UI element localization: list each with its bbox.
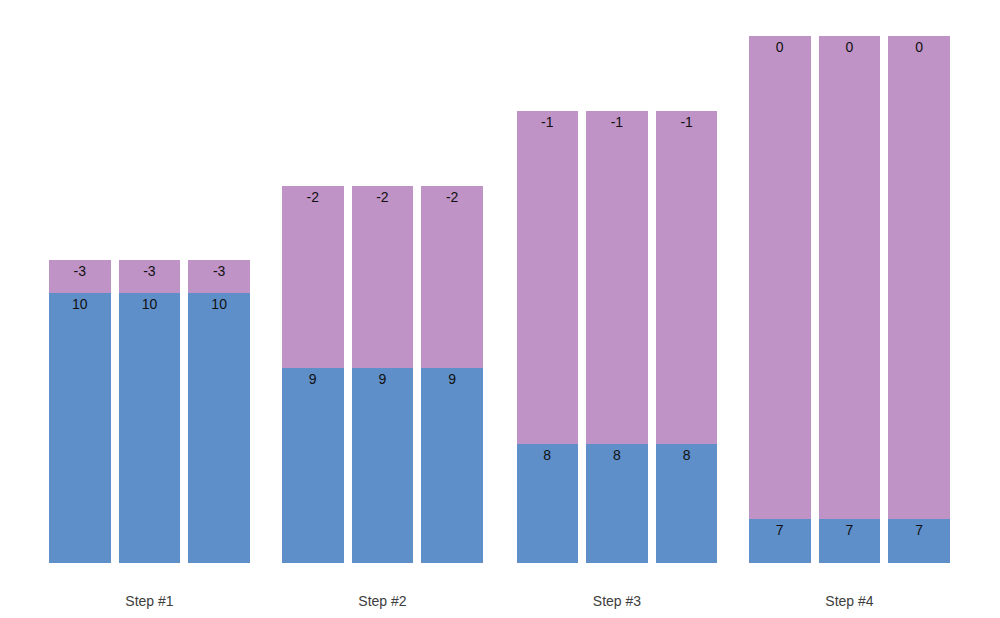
stacked-bar: -1 8: [656, 111, 718, 563]
bar-segment-blue: 9: [421, 368, 483, 563]
x-axis-category-label: Step #1: [79, 593, 219, 609]
bar-segment-blue: 7: [888, 519, 950, 563]
stacked-bar: -1 8: [517, 111, 579, 563]
segment-value-label: 7: [888, 519, 950, 538]
segment-value-label: -3: [188, 260, 250, 279]
bar-segment-blue: 9: [282, 368, 344, 563]
bar-segment-purple: -3: [119, 260, 181, 293]
segment-value-label: -1: [517, 111, 579, 130]
x-axis-category-label: Step #4: [779, 593, 919, 609]
bar-segment-purple: -2: [421, 186, 483, 368]
stacked-bar: -2 9: [421, 186, 483, 563]
bar-segment-purple: -3: [49, 260, 111, 293]
stacked-bar: 07: [888, 36, 950, 563]
segment-value-label: -2: [282, 186, 344, 205]
segment-value-label: 8: [656, 444, 718, 463]
bar-segment-purple: -2: [352, 186, 414, 368]
segment-value-label: 7: [819, 519, 881, 538]
bar-segment-purple: 0: [888, 36, 950, 519]
stacked-bar: -2 9: [352, 186, 414, 563]
bar-segment-blue: 10: [49, 293, 111, 563]
stacked-bar: -3 10: [119, 260, 181, 563]
stacked-bar: 07: [819, 36, 881, 563]
bar-segment-blue: 8: [586, 444, 648, 563]
bar-segment-purple: 0: [749, 36, 811, 519]
bar-segment-blue: 9: [352, 368, 414, 563]
bar-segment-blue: 7: [749, 519, 811, 563]
bar-segment-purple: -1: [656, 111, 718, 444]
segment-value-label: 10: [119, 293, 181, 312]
stacked-bar: -2 9: [282, 186, 344, 563]
bar-segment-blue: 10: [119, 293, 181, 563]
segment-value-label: -2: [352, 186, 414, 205]
stacked-bar: 07: [749, 36, 811, 563]
x-axis-category-label: Step #2: [312, 593, 452, 609]
bar-segment-blue: 8: [517, 444, 579, 563]
bar-segment-blue: 7: [819, 519, 881, 563]
segment-value-label: -3: [49, 260, 111, 279]
segment-value-label: 10: [188, 293, 250, 312]
bar-segment-blue: 8: [656, 444, 718, 563]
segment-value-label: 0: [888, 36, 950, 55]
segment-value-label: -3: [119, 260, 181, 279]
bar-segment-blue: 10: [188, 293, 250, 563]
bar-segment-purple: -1: [586, 111, 648, 444]
segment-value-label: 9: [421, 368, 483, 387]
stacked-bar: -3 10: [49, 260, 111, 563]
segment-value-label: 7: [749, 519, 811, 538]
stacked-bar-chart: -310-310-310Step #1-29-29-29Step #2-18-1…: [0, 0, 1000, 618]
segment-value-label: 10: [49, 293, 111, 312]
segment-value-label: 0: [819, 36, 881, 55]
segment-value-label: -1: [656, 111, 718, 130]
x-axis-category-label: Step #3: [547, 593, 687, 609]
segment-value-label: 9: [352, 368, 414, 387]
bar-segment-purple: -1: [517, 111, 579, 444]
stacked-bar: -3 10: [188, 260, 250, 563]
stacked-bar: -1 8: [586, 111, 648, 563]
segment-value-label: 8: [586, 444, 648, 463]
segment-value-label: 9: [282, 368, 344, 387]
segment-value-label: -1: [586, 111, 648, 130]
bar-segment-purple: -3: [188, 260, 250, 293]
segment-value-label: 0: [749, 36, 811, 55]
segment-value-label: 8: [517, 444, 579, 463]
bar-segment-purple: 0: [819, 36, 881, 519]
bar-segment-purple: -2: [282, 186, 344, 368]
segment-value-label: -2: [421, 186, 483, 205]
